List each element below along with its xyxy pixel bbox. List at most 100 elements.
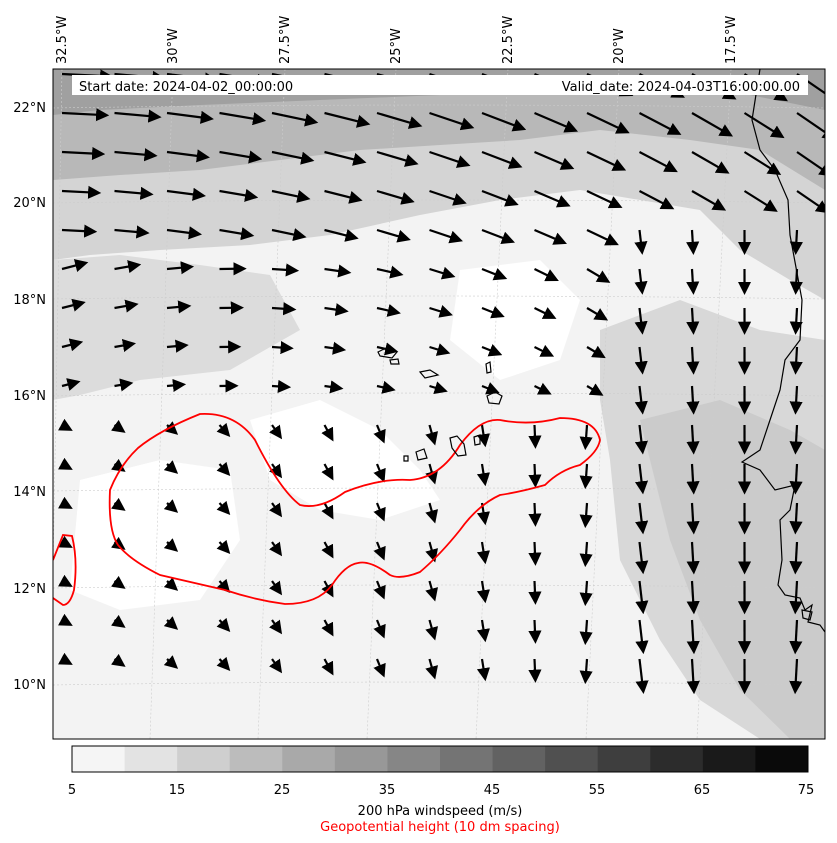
wind-arrow <box>686 268 700 295</box>
longitude-axis-labels: 32.5°W 30°W 27.5°W 25°W 22.5°W 20°W 17.5… <box>55 16 739 64</box>
wind-arrow <box>269 658 283 674</box>
colorbar-swatch <box>440 746 494 772</box>
wind-arrow <box>429 228 463 244</box>
wind-arrow <box>166 187 206 201</box>
wind-arrow <box>114 148 158 162</box>
wind-arrow <box>425 658 439 680</box>
wind-arrow <box>163 499 179 513</box>
wind-arrow <box>111 653 126 667</box>
wind-arrow <box>373 502 386 522</box>
wind-arrow <box>579 580 593 607</box>
colorbar-swatch <box>282 746 336 772</box>
wind-arrow <box>216 539 231 555</box>
wind-arrow <box>269 619 283 635</box>
colorbar-tick-labels: 5 15 25 35 45 55 65 75 <box>68 783 814 798</box>
coastlines <box>377 69 825 633</box>
wind-arrow <box>743 112 785 139</box>
wind-arrow <box>481 344 503 357</box>
wind-arrow <box>163 421 179 435</box>
cbar-tick-15: 15 <box>169 783 186 798</box>
wind-arrow <box>271 189 311 203</box>
colorbar-swatch <box>492 746 546 772</box>
wind-arrow <box>579 658 593 685</box>
colorbar-swatch <box>124 746 178 772</box>
contour-west <box>53 534 77 606</box>
wind-arrow <box>638 112 682 135</box>
lat-label-14n: 14°N <box>13 485 46 500</box>
wind-arrow <box>634 229 648 255</box>
cbar-tick-75: 75 <box>798 783 815 798</box>
wind-arrow <box>271 263 300 277</box>
wind-arrow <box>376 265 404 279</box>
wind-arrow <box>635 658 649 695</box>
wind-arrow <box>686 658 700 695</box>
lon-label-27-5w: 27.5°W <box>278 16 293 64</box>
wind-arrow <box>579 424 593 451</box>
wind-arrow <box>579 463 593 490</box>
wind-arrow <box>61 298 86 312</box>
wind-arrow <box>58 613 73 626</box>
wind-arrow <box>163 460 179 474</box>
colorbar-swatch <box>702 746 756 772</box>
colorbar-swatch <box>650 746 704 772</box>
wind-arrow <box>61 259 89 272</box>
wind-arrow <box>425 580 439 602</box>
wind-arrow <box>219 227 255 241</box>
wind-arrow <box>476 658 490 682</box>
wind-arrow <box>111 419 126 433</box>
africa-coast <box>740 69 825 633</box>
wind-arrow <box>638 151 678 173</box>
wind-arrow <box>789 307 803 335</box>
wind-arrow <box>635 502 649 535</box>
wind-arrow <box>789 346 803 375</box>
wind-arrow <box>634 346 648 375</box>
wind-arrow <box>321 424 334 442</box>
wind-arrow <box>219 188 259 202</box>
lat-label-20n: 20°N <box>13 196 46 211</box>
wind-arrow <box>789 385 803 415</box>
wind-arrow <box>271 302 297 316</box>
wind-arrow <box>166 149 210 163</box>
wind-arrow <box>269 463 283 479</box>
wind-arrow <box>321 502 334 520</box>
wind-arrow <box>686 580 700 615</box>
wind-arrow <box>114 299 139 313</box>
wind-arrow <box>481 382 500 395</box>
latitude-axis-labels: 22°N 20°N 18°N 16°N 14°N 12°N 10°N <box>13 101 46 693</box>
island-sao-vicente <box>389 358 400 365</box>
lon-label-20w: 20°W <box>612 28 627 64</box>
wind-arrow <box>61 185 102 199</box>
wind-arrow <box>324 228 359 242</box>
wind-arrow <box>321 463 334 481</box>
wind-arrow <box>425 463 439 485</box>
wind-arrow <box>114 378 134 392</box>
wind-arrow <box>166 110 214 124</box>
wind-arrow <box>114 339 137 353</box>
wind-arrow <box>796 112 825 140</box>
wind-arrow <box>376 380 396 394</box>
wind-arrow <box>429 266 456 280</box>
wind-arrow <box>789 229 803 255</box>
wind-arrow <box>686 541 700 575</box>
wind-arrow <box>216 656 231 672</box>
wind-arrow <box>376 150 419 167</box>
map-panel <box>53 69 825 739</box>
wind-arrow <box>476 541 490 565</box>
wind-arrow <box>528 658 542 683</box>
island-santiago <box>449 435 467 457</box>
wind-arrow <box>271 228 307 242</box>
wind-arrow <box>476 424 490 448</box>
wind-arrow <box>271 340 294 355</box>
wind-arrow <box>634 385 648 415</box>
colorbar-swatch <box>387 746 441 772</box>
lon-label-17-5w: 17.5°W <box>724 16 739 64</box>
wind-arrow <box>579 502 593 529</box>
wind-arrow <box>429 111 475 131</box>
island-sal <box>485 361 492 374</box>
wind-arrow <box>269 502 283 518</box>
wind-arrow <box>163 577 179 591</box>
wind-arrow <box>324 341 347 355</box>
wind-arrow <box>58 574 73 587</box>
wind-arrow <box>686 502 700 535</box>
